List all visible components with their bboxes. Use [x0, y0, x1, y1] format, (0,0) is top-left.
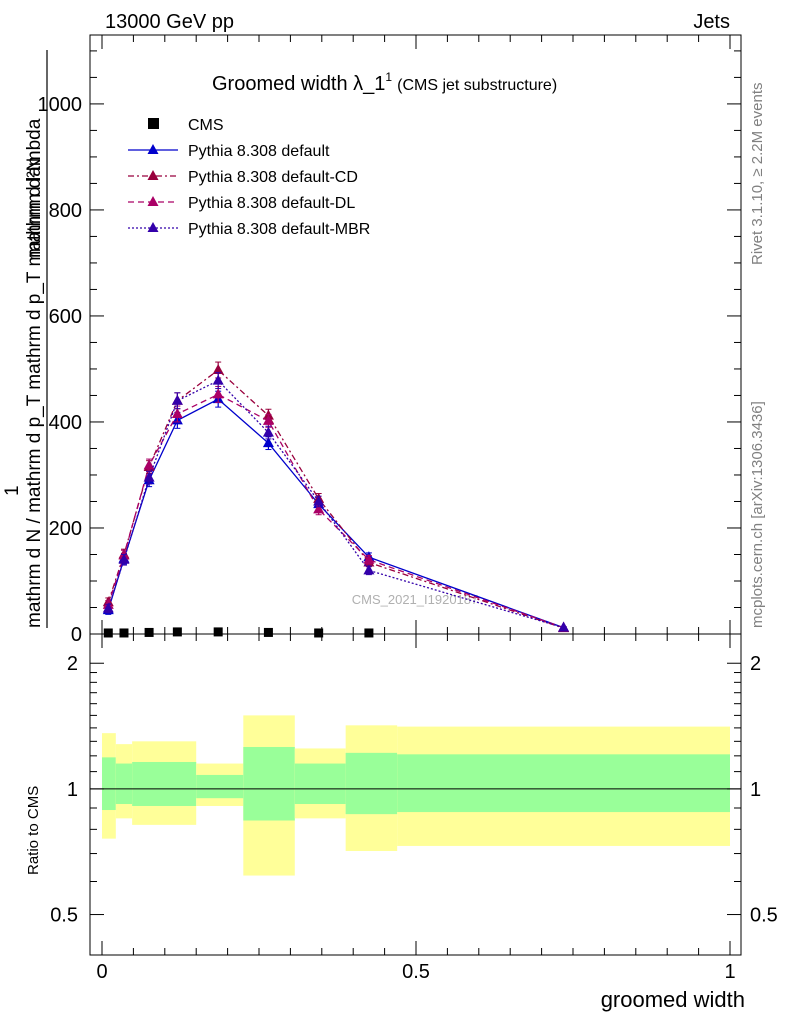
ratio-y-tick-label-left: 1: [67, 779, 78, 801]
header-left-text: 13000 GeV pp: [105, 11, 234, 33]
ratio-y-tick-label-left: 0.5: [50, 905, 78, 927]
x-tick-label: 0: [96, 961, 107, 983]
ratio-plot-panel: 0.5 0.51 12 2 0 0.5 1 Ratio to CMS groomed wi…: [25, 633, 778, 1012]
series-point-mbr: [143, 471, 155, 482]
ratio-band-inner: [102, 757, 116, 811]
ratio-band-inner: [243, 746, 295, 821]
y-tick-label: 1000: [38, 94, 83, 116]
ratio-y-tick-labels: 0.5 0.5 1 1 2 2: [50, 653, 778, 926]
y-label-numerator: mathrm d²N: [24, 158, 45, 258]
series-point-dl: [212, 388, 224, 399]
ratio-band-inner: [294, 763, 346, 805]
y-label-prefix: 1: [2, 485, 23, 496]
ratio-y-tick-label-right: 0.5: [750, 905, 778, 927]
series-line-dl: [107, 393, 564, 629]
series-point-mbr: [171, 394, 183, 405]
series-line-default: [107, 398, 564, 629]
legend: CMS Pythia 8.308 default Pythia 8.308 defa…: [128, 117, 370, 238]
series-layer: [102, 361, 570, 633]
series-point-mbr: [118, 553, 130, 564]
header-right-text: Jets: [693, 11, 730, 33]
ratio-band-inner: [115, 763, 133, 805]
plot-title-main: Groomed width λ_1: [212, 73, 385, 95]
x-tick-label: 0.5: [402, 961, 430, 983]
watermark-text: CMS_2021_I1920187: [352, 592, 479, 607]
cms-data-layer: [103, 627, 374, 638]
y-tick-label: 800: [49, 200, 82, 222]
ratio-y-tick-label-right: 1: [750, 779, 761, 801]
y-tick-label: 600: [49, 306, 82, 328]
ratio-y-tick-label-left: 2: [67, 653, 78, 675]
x-axis-label: groomed width: [601, 987, 745, 1012]
series-point-mbr: [313, 495, 325, 506]
ratio-band-inner: [132, 761, 197, 806]
series-point-dl: [171, 408, 183, 419]
series-point-mbr: [558, 621, 570, 632]
legend-label-mbr: Pythia 8.308 default-MBR: [188, 221, 370, 238]
legend-marker-dl: [147, 196, 159, 206]
cms-point: [213, 627, 223, 637]
legend-marker-mbr: [147, 222, 159, 232]
legend-marker-default: [147, 144, 159, 154]
x-tick-label: 1: [724, 961, 735, 983]
series-point-dl: [313, 503, 325, 514]
y-tick-label: 200: [49, 518, 82, 540]
y-axis-label: mathrm d²N mathrm d N / mathrm d p_T mat…: [2, 50, 48, 628]
legend-label-dl: Pythia 8.308 default-DL: [188, 195, 355, 212]
y-tick-label: 400: [49, 412, 82, 434]
cms-point: [364, 628, 374, 638]
series-point-mbr: [102, 602, 114, 613]
plot-title: Groomed width λ_11 (CMS jet substructure): [212, 70, 557, 95]
series-point-default: [262, 437, 274, 448]
legend-marker-cd: [147, 170, 159, 180]
main-plot-panel: 0 200 400 600 800 1000 CMS_2021_I1920187 Groo…: [2, 34, 742, 646]
cms-point: [144, 627, 154, 637]
cms-point: [119, 628, 129, 638]
series-point-dl: [363, 553, 375, 564]
x-tick-labels: 0 0.5 1: [96, 961, 735, 983]
y-tick-label: 0: [71, 624, 82, 646]
legend-marker-cms: [148, 118, 159, 129]
legend-label-cd: Pythia 8.308 default-CD: [188, 169, 358, 186]
plot-title-sup: 1: [385, 70, 392, 84]
cms-point: [314, 628, 324, 638]
cms-point: [172, 627, 182, 637]
series-point-mbr: [262, 426, 274, 437]
main-plot-ticks: [90, 35, 741, 635]
ratio-band-inner: [196, 774, 244, 799]
mcplots-text: mcplots.cern.ch [arXiv:1306.3436]: [749, 401, 766, 628]
ratio-y-label: Ratio to CMS: [25, 786, 42, 875]
ratio-y-tick-label-right: 2: [750, 653, 761, 675]
ratio-plot-ticks: [90, 634, 741, 955]
rivet-version-text: Rivet 3.1.10, ≥ 2.2M events: [749, 83, 766, 266]
cms-point: [103, 628, 113, 638]
ratio-bands: [102, 715, 730, 876]
legend-label-default: Pythia 8.308 default: [188, 143, 330, 160]
main-plot-y-tick-labels: 0 200 400 600 800 1000: [38, 94, 83, 646]
plot-subtitle: (CMS jet substructure): [397, 77, 557, 94]
ratio-band-inner: [397, 754, 730, 813]
cms-point: [263, 627, 273, 637]
series-point-dl: [262, 414, 274, 425]
series-point-dl: [143, 459, 155, 470]
ratio-band-inner: [345, 752, 398, 815]
y-label-denominator: mathrm d N / mathrm d p_T mathrm d p_T m…: [24, 118, 45, 628]
series-point-mbr: [212, 374, 224, 385]
series-point-mbr: [363, 564, 375, 575]
series-point-cd: [212, 364, 224, 375]
legend-label-cms: CMS: [188, 117, 224, 134]
